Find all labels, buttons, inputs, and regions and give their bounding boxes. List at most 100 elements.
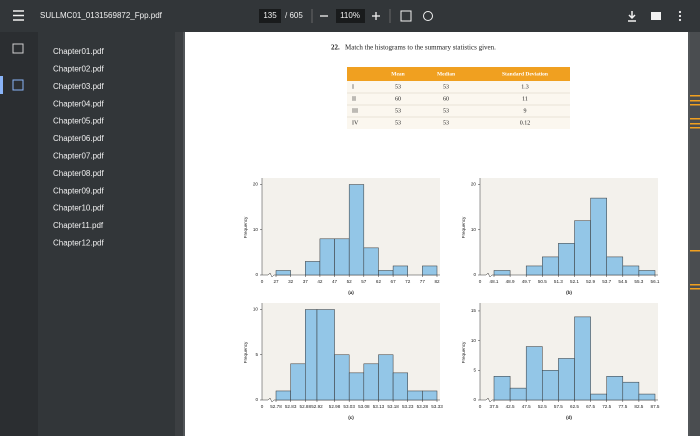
x-tick-label: 77 (420, 279, 426, 284)
table-cell: I (352, 84, 354, 90)
menu-button[interactable] (13, 10, 24, 21)
bar (509, 387, 527, 401)
x-tick-label: 53.28 (417, 404, 429, 409)
y-tick-label: 0 (255, 397, 258, 402)
filename: SULLMC01_0131569872_Fpp.pdf (40, 11, 163, 20)
table-cell: 53 (443, 108, 449, 114)
x-tick-label: 42 (317, 279, 323, 284)
table-cell: 60 (443, 96, 449, 102)
bar (558, 358, 575, 401)
x-tick-label: 77.5 (618, 404, 627, 409)
bar (363, 363, 379, 401)
x-tick-label: 72.5 (602, 404, 611, 409)
y-axis-label: Frequency (243, 216, 248, 238)
file-item[interactable]: Chapter10.pdf (53, 204, 104, 213)
bar (319, 238, 335, 276)
x-tick-label: 52 (347, 279, 353, 284)
bar (407, 390, 423, 401)
y-tick-label: 0 (473, 397, 476, 402)
y-tick-label: 10 (471, 338, 477, 343)
file-item[interactable]: Chapter04.pdf (53, 99, 104, 108)
rotate-button[interactable] (423, 11, 433, 21)
page-input[interactable] (259, 9, 281, 23)
bar (275, 390, 291, 401)
x-tick-label: 27 (273, 279, 279, 284)
bar (542, 370, 559, 401)
file-item[interactable]: Chapter03.pdf (53, 82, 104, 91)
x-tick-label: 52.5 (538, 404, 547, 409)
x-tick-label: 50.5 (538, 279, 547, 284)
x-tick-label: 52.98 (329, 404, 341, 409)
x-break-label: 0 (479, 404, 482, 409)
bar (275, 270, 291, 276)
x-tick-label: 52.92 (311, 404, 323, 409)
zoom-input[interactable] (336, 9, 365, 23)
chart-caption: (a) (348, 290, 354, 295)
bar (363, 247, 379, 276)
y-tick-label: 0 (473, 272, 476, 277)
y-axis-label: Frequency (243, 341, 248, 363)
bar (590, 197, 607, 276)
x-tick-label: 67.5 (586, 404, 595, 409)
chart-caption: (b) (566, 290, 572, 295)
y-tick-label: 5 (473, 368, 476, 373)
bar (525, 346, 543, 401)
table-cell: 53 (395, 84, 401, 90)
y-tick-label: 5 (255, 352, 258, 357)
x-tick-label: 82 (434, 279, 440, 284)
file-item[interactable]: Chapter07.pdf (53, 152, 104, 161)
bar (392, 372, 408, 401)
x-tick-label: 51.3 (554, 279, 563, 284)
more-button[interactable] (678, 10, 682, 22)
x-tick-label: 53.7 (602, 279, 611, 284)
y-tick-label: 20 (253, 182, 259, 187)
bar (638, 393, 656, 401)
table-cell: 11 (522, 96, 528, 102)
print-button[interactable] (651, 12, 661, 20)
bar (348, 184, 365, 276)
y-tick-label: 20 (471, 182, 477, 187)
table-cell: 53 (395, 108, 401, 114)
bar (422, 390, 438, 401)
scrollbar[interactable] (690, 32, 700, 436)
bar (378, 354, 394, 401)
bar (638, 270, 656, 276)
x-tick-label: 48.9 (506, 279, 515, 284)
file-item[interactable]: Chapter01.pdf (53, 47, 104, 56)
selected-indicator (0, 76, 3, 94)
file-item[interactable]: Chapter02.pdf (53, 65, 104, 74)
table-cell: 53 (443, 84, 449, 90)
x-tick-label: 53.33 (431, 404, 443, 409)
bar (334, 354, 350, 401)
file-item[interactable]: Chapter09.pdf (53, 186, 104, 195)
download-button[interactable] (628, 11, 636, 22)
chart-caption: (d) (566, 415, 572, 420)
table-header (347, 67, 570, 81)
question-text: Match the histograms to the summary stat… (345, 44, 496, 52)
bar (378, 270, 394, 276)
file-item[interactable]: Chapter08.pdf (53, 169, 104, 178)
x-tick-label: 53.03 (343, 404, 355, 409)
file-item[interactable]: Chapter11.pdf (53, 221, 104, 230)
x-tick-label: 42.5 (506, 404, 515, 409)
bar (622, 265, 640, 276)
outline-icon[interactable] (12, 79, 24, 91)
bar (493, 270, 511, 276)
x-tick-label: 52.9 (586, 279, 595, 284)
x-tick-label: 37.5 (490, 404, 499, 409)
zoom-in[interactable] (372, 12, 380, 20)
x-tick-label: 53.08 (358, 404, 370, 409)
file-item[interactable]: Chapter05.pdf (53, 117, 104, 126)
scroll-markers (690, 95, 700, 290)
x-tick-label: 49.7 (522, 279, 531, 284)
file-item[interactable]: Chapter12.pdf (53, 239, 104, 248)
x-break-label: 0 (261, 279, 264, 284)
file-item[interactable]: Chapter06.pdf (53, 134, 104, 143)
bar (574, 316, 591, 401)
x-tick-label: 48.1 (490, 279, 499, 284)
fit-button[interactable] (400, 10, 412, 22)
table-cell: IV (352, 120, 359, 126)
sidebar-strip (0, 32, 38, 436)
thumbnail-icon[interactable] (12, 43, 24, 54)
